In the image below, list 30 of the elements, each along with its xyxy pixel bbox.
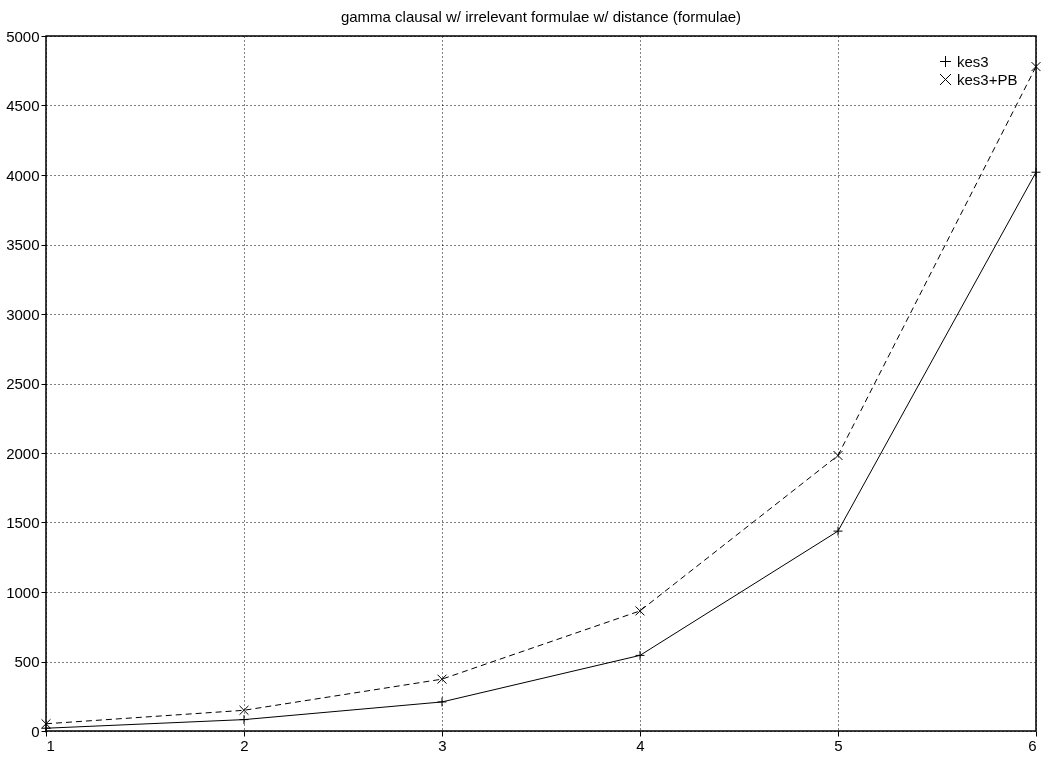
- point: [239, 705, 249, 716]
- y-tick-label: 3000: [6, 305, 40, 323]
- point: [833, 450, 843, 461]
- y-tick-label: 3500: [6, 236, 40, 253]
- chart-title: gamma clausal w/ irrelevant formulae w/ distance (formulae): [340, 8, 742, 25]
- legend-label: kes3+PB: [957, 70, 1018, 88]
- y-tick-label: 0: [31, 722, 40, 740]
- y-tick-label: 500: [14, 653, 40, 670]
- y-tick-label: 5000: [6, 27, 40, 45]
- point: [1031, 167, 1041, 178]
- point: [1031, 61, 1041, 72]
- x-tick-label: 5: [834, 736, 843, 754]
- x-tick-label: 2: [240, 736, 249, 754]
- y-tick-label: 4500: [6, 97, 40, 114]
- x-tick-label: 6: [1028, 736, 1037, 754]
- point: [239, 714, 249, 725]
- y-tick-label: 2000: [6, 444, 40, 462]
- y-tick-label: 2500: [6, 375, 40, 392]
- point: [635, 605, 645, 616]
- x-tick-label: 4: [636, 736, 645, 754]
- point: [437, 674, 447, 685]
- legend-label: kes3: [957, 52, 989, 70]
- x-tick-label: 3: [438, 736, 447, 754]
- y-tick-label: 1000: [6, 583, 40, 601]
- y-tick-label: 4000: [6, 166, 40, 184]
- y-tick-label: 1500: [6, 514, 40, 531]
- point: [833, 526, 843, 537]
- point: [635, 650, 645, 661]
- x-tick-label: 1: [46, 736, 55, 754]
- point: [437, 696, 447, 707]
